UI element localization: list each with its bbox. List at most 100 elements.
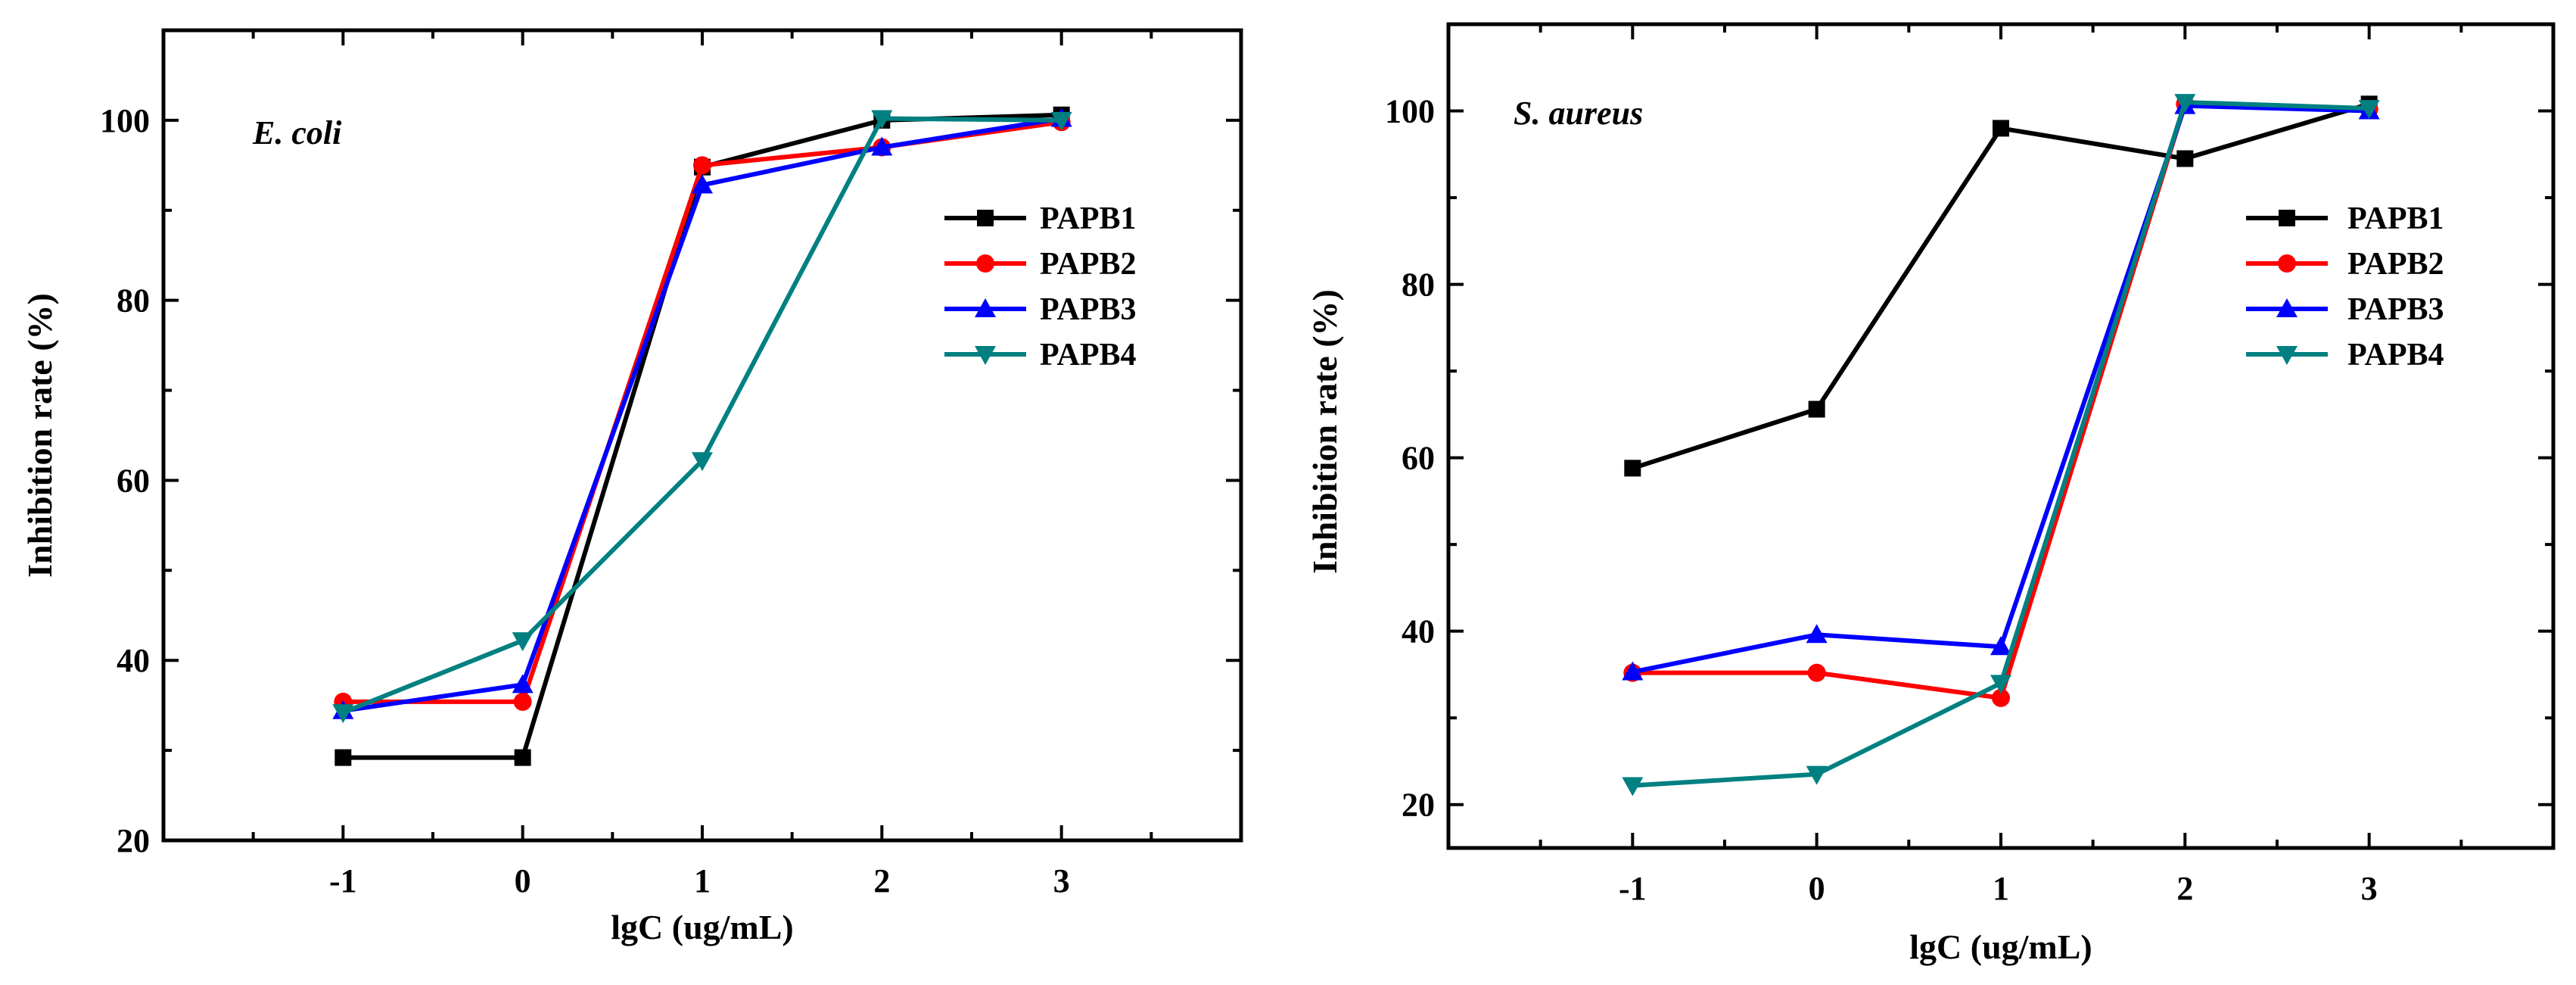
data-point [2174, 94, 2196, 114]
chart-s-aureus: -1 0 1 2 3 20 40 60 80 100 lgC (ug/mL) I… [1305, 22, 2556, 966]
series-line [342, 116, 1062, 715]
legend-label: PAPB1 [2347, 201, 2444, 236]
series-papb3 [1622, 95, 2380, 681]
plot-frame [1446, 22, 2556, 850]
y-tick-label: 100 [100, 102, 150, 139]
series-papb3 [332, 108, 1072, 719]
y-axis-tick-labels: 20 40 60 80 100 [1385, 93, 1435, 824]
data-point [871, 136, 893, 156]
legend-label: PAPB4 [2347, 338, 2444, 372]
data-point [1808, 401, 1825, 418]
x-axis-tick-labels: -1 0 1 2 3 [329, 862, 1070, 899]
legend-marker [976, 254, 994, 273]
y-tick-label: 100 [1385, 93, 1435, 130]
series-papb1 [1624, 95, 2378, 477]
series-line [1632, 101, 2369, 700]
data-point [1806, 624, 1828, 644]
data-point [871, 110, 893, 129]
panel-title: E. coli [252, 114, 342, 151]
legend: PAPB1 PAPB2 PAPB3 PAPB4 [944, 201, 1137, 372]
x-tick-label: 0 [1809, 870, 1825, 907]
series-papb2 [1623, 95, 2378, 707]
data-point [334, 749, 352, 766]
series-papb1 [334, 106, 1070, 766]
data-point [692, 174, 713, 194]
legend-marker [975, 346, 996, 365]
data-point [1622, 777, 1644, 796]
plot-frame [161, 28, 1243, 843]
x-axis-ticks [1538, 24, 2463, 848]
x-tick-label: -1 [1619, 870, 1647, 907]
y-axis-label: Inhibition rate (%) [1305, 289, 1344, 574]
data-point [1990, 675, 2011, 694]
y-tick-label: 20 [1402, 787, 1435, 824]
series-papb4 [332, 110, 1072, 724]
x-tick-label: 1 [1993, 870, 2009, 907]
y-tick-label: 40 [117, 642, 150, 679]
y-axis-ticks [163, 29, 1241, 842]
x-axis-label: lgC (ug/mL) [1909, 927, 2092, 966]
series-papb4 [1622, 94, 2380, 796]
legend-label: PAPB3 [1040, 292, 1137, 327]
x-tick-label: 3 [1053, 862, 1070, 899]
y-tick-label: 40 [1402, 613, 1435, 650]
data-point [513, 692, 532, 711]
data-point [692, 452, 713, 472]
data-point [512, 632, 534, 652]
data-point [1050, 111, 1072, 131]
panel-title: S. aureus [1514, 95, 1643, 132]
legend-marker [2276, 346, 2298, 365]
series-line [343, 112, 1062, 760]
x-tick-label: 2 [2176, 870, 2193, 907]
x-tick-label: -1 [329, 862, 357, 899]
legend-marker [2276, 298, 2298, 317]
legend-label: PAPB2 [1040, 247, 1137, 282]
data-point [1806, 765, 1828, 785]
x-tick-label: 0 [515, 862, 531, 899]
series-line [1632, 101, 2370, 471]
legend-marker [2278, 254, 2296, 273]
data-point [1990, 636, 2011, 656]
y-tick-label: 20 [117, 822, 150, 859]
x-axis-label: lgC (ug/mL) [611, 908, 794, 946]
data-point [1807, 663, 1826, 682]
series-line [342, 116, 1062, 713]
data-point [514, 749, 531, 766]
legend-marker [975, 298, 996, 317]
legend: PAPB1 PAPB2 PAPB3 PAPB4 [2246, 201, 2444, 372]
y-tick-label: 60 [1402, 440, 1435, 477]
legend-marker [977, 210, 994, 226]
series-line [343, 120, 1062, 704]
x-axis-tick-labels: -1 0 1 2 3 [1619, 870, 2378, 907]
y-axis-ticks [1448, 23, 2553, 806]
y-tick-label: 80 [1402, 267, 1435, 304]
data-point [1992, 688, 2010, 707]
legend-marker [2279, 210, 2295, 226]
legend-label: PAPB4 [1040, 338, 1137, 372]
y-axis-label: Inhibition rate (%) [20, 293, 59, 578]
data-point [1622, 661, 1644, 681]
data-point [2358, 100, 2380, 120]
x-axis-ticks [251, 30, 1153, 840]
data-point [2176, 150, 2194, 167]
y-axis-tick-labels: 20 40 60 80 100 [100, 102, 150, 859]
data-point [1993, 120, 2009, 137]
series-papb2 [334, 113, 1071, 711]
x-tick-label: 3 [2361, 870, 2378, 907]
series-line [1632, 103, 2369, 675]
chart-e-coli: -1 0 1 2 3 20 40 60 80 100 lgC (ug/mL) I… [20, 28, 1243, 946]
y-tick-label: 60 [117, 462, 150, 499]
legend-label: PAPB3 [2347, 292, 2444, 327]
y-tick-label: 80 [117, 282, 150, 320]
x-tick-label: 1 [694, 862, 711, 899]
data-point [332, 704, 354, 724]
series-layer [332, 106, 1072, 766]
legend-label: PAPB2 [2347, 247, 2444, 282]
series-layer [1622, 94, 2380, 796]
legend-label: PAPB1 [1040, 201, 1137, 236]
data-point [1624, 460, 1641, 477]
x-tick-label: 2 [873, 862, 890, 899]
data-point [693, 156, 711, 175]
data-point [512, 674, 534, 694]
